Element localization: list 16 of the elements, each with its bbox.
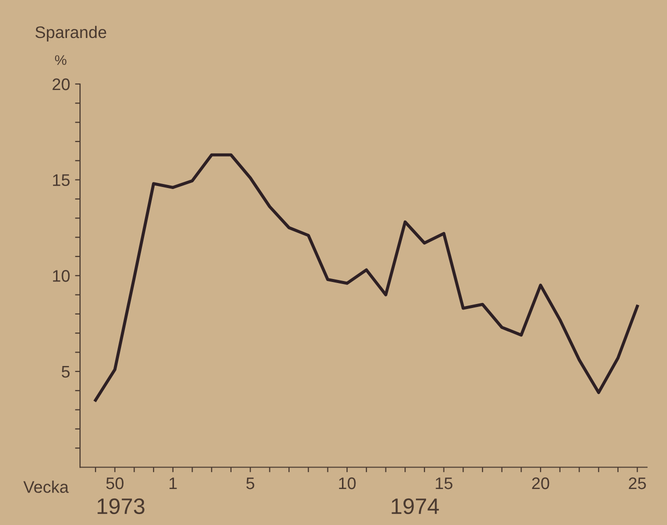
x-axis-title: Vecka [23, 480, 69, 493]
x-tick-label: 10 [339, 477, 356, 490]
text: 1974 [392, 498, 439, 514]
x-tick-label: 5 [246, 478, 254, 490]
y-tick-label: 5 [62, 366, 70, 378]
x-tick-label: 20 [532, 477, 550, 490]
x-tick-label: 15 [436, 478, 452, 490]
x-tick-label: 1 [170, 478, 177, 490]
line-series [94, 153, 639, 402]
y-tick-label: 20 [52, 78, 70, 90]
x-tick-label: 50 [106, 477, 124, 490]
x-tick-label: 25 [628, 477, 646, 490]
y-axis-title: Sparande % [35, 26, 106, 65]
text: 1973 [98, 498, 144, 514]
y-tick-label: 10 [53, 270, 70, 282]
y-tick-label: 15 [53, 174, 70, 186]
